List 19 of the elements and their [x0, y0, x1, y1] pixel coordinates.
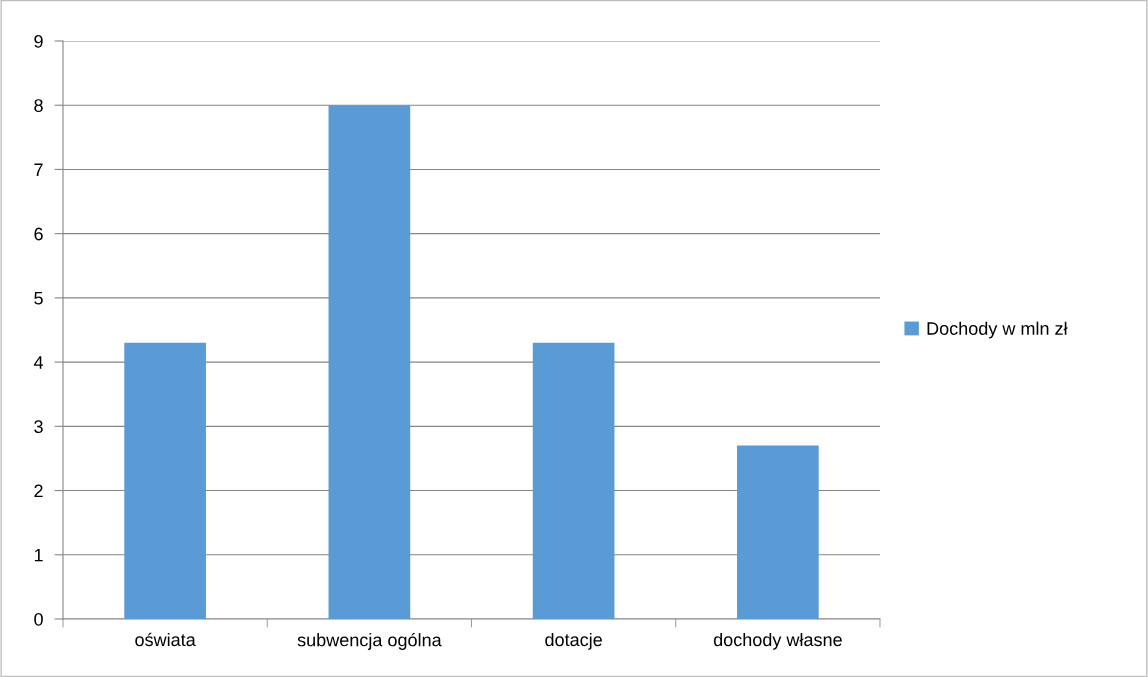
legend-label: Dochody w mln zł — [927, 321, 1068, 339]
x-tick-label: dochody własne — [713, 632, 842, 650]
y-tick-label: 2 — [34, 484, 43, 498]
x-tick-label: subwencja ogólna — [297, 632, 442, 650]
y-tick-label: 6 — [34, 227, 43, 241]
x-tick-label: oświata — [135, 632, 196, 647]
y-tick-label: 0 — [34, 612, 43, 626]
y-tick-label: 7 — [34, 163, 43, 176]
bar — [124, 342, 206, 619]
y-tick-label: 8 — [34, 99, 43, 112]
bar — [328, 105, 411, 619]
y-tick-label: 1 — [34, 548, 43, 562]
bar — [532, 342, 615, 619]
y-tick-label: 5 — [34, 292, 43, 305]
y-tick-label: 3 — [34, 420, 43, 434]
bar — [737, 445, 819, 619]
y-tick-label: 4 — [33, 356, 44, 369]
x-tick-label: dotacje — [545, 632, 602, 650]
y-tick-label: 9 — [34, 34, 43, 48]
